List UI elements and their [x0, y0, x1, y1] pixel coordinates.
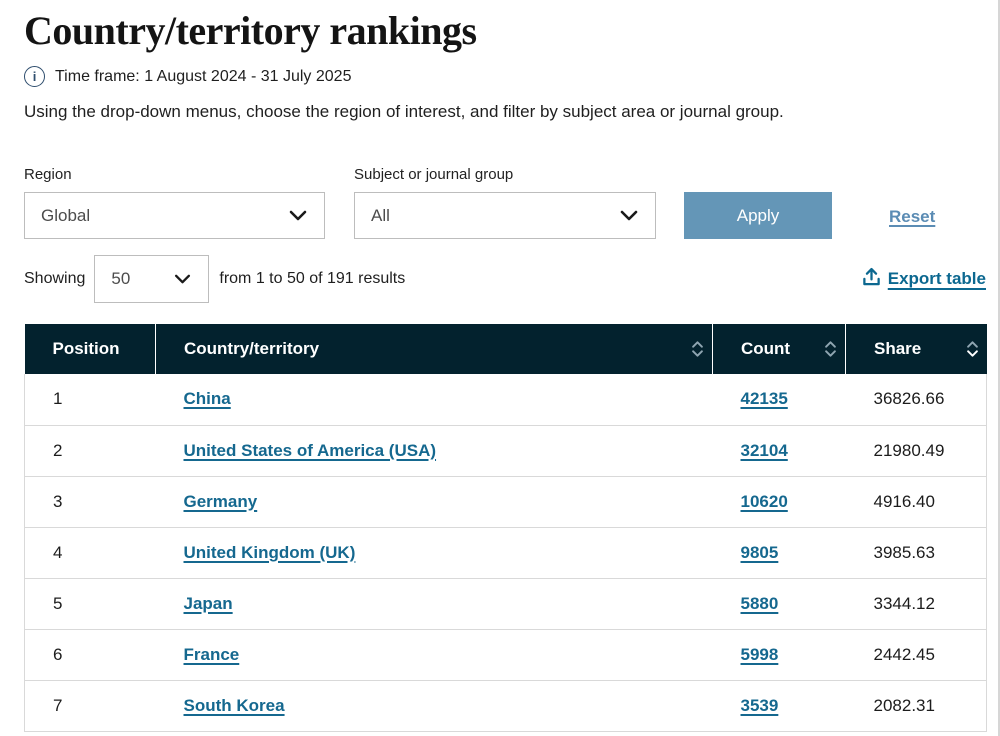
region-label: Region: [24, 166, 72, 183]
country-link[interactable]: United Kingdom (UK): [183, 542, 356, 562]
chevron-down-icon: [620, 206, 638, 226]
country-cell: United States of America (USA): [155, 425, 713, 477]
table-row: 6 France 5998 2442.45: [24, 629, 987, 681]
table-body: 1 China 42135 36826.66 2 United States of Ame…: [24, 374, 987, 732]
count-cell: 3539: [712, 680, 846, 732]
count-link[interactable]: 5880: [740, 593, 779, 613]
count-link[interactable]: 5998: [740, 644, 779, 664]
page-description: Using the drop-down menus, choose the re…: [24, 102, 784, 121]
sort-button-count[interactable]: [823, 337, 838, 361]
position-cell: 4: [24, 527, 156, 579]
region-filter-group: Region Global: [24, 166, 325, 239]
page-right-edge: [998, 0, 1000, 736]
table-row: 1 China 42135 36826.66: [24, 374, 987, 426]
column-header-position: Position: [24, 324, 156, 374]
subject-filter-group: Subject or journal group All: [354, 166, 656, 239]
reset-link[interactable]: Reset: [889, 207, 936, 226]
page-title: Country/territory rankings: [24, 8, 477, 53]
position-cell: 6: [24, 629, 156, 681]
table-row: 7 South Korea 3539 2082.31: [24, 680, 987, 732]
export-icon: [862, 267, 881, 292]
country-cell: Japan: [155, 578, 713, 630]
share-cell: 2442.45: [845, 629, 987, 681]
share-cell: 3344.12: [845, 578, 987, 630]
position-cell: 7: [24, 680, 156, 732]
sort-button-country[interactable]: [690, 337, 705, 361]
count-link[interactable]: 9805: [740, 542, 779, 562]
count-cell: 9805: [712, 527, 846, 579]
share-cell: 4916.40: [845, 476, 987, 528]
share-cell: 36826.66: [845, 374, 987, 426]
share-cell: 2082.31: [845, 680, 987, 732]
country-link[interactable]: France: [183, 644, 240, 664]
count-link[interactable]: 42135: [740, 389, 788, 409]
count-link[interactable]: 3539: [740, 695, 779, 715]
count-link[interactable]: 10620: [740, 491, 788, 511]
position-cell: 1: [24, 374, 156, 426]
export-table-link[interactable]: Export table: [862, 267, 986, 292]
position-cell: 2: [24, 425, 156, 477]
count-cell: 42135: [712, 374, 846, 426]
column-header-country: Country/territory: [155, 324, 713, 374]
country-link[interactable]: South Korea: [183, 695, 285, 715]
subject-select-value: All: [371, 205, 390, 225]
table-row: 2 United States of America (USA) 32104 2198…: [24, 425, 987, 477]
country-cell: China: [155, 374, 713, 426]
country-cell: South Korea: [155, 680, 713, 732]
share-cell: 3985.63: [845, 527, 987, 579]
subject-select[interactable]: All: [354, 192, 656, 239]
table-row: 5 Japan 5880 3344.12: [24, 578, 987, 630]
page-size-value: 50: [111, 269, 131, 288]
results-range-text: from 1 to 50 of 191 results: [219, 270, 406, 287]
region-select[interactable]: Global: [24, 192, 325, 239]
page-size-select[interactable]: 50: [94, 255, 210, 303]
table-header-row: Position Country/territory Count: [24, 324, 987, 374]
info-icon[interactable]: i: [24, 66, 45, 87]
results-bar: Showing 50 from 1 to 50 of 191 results E…: [24, 255, 986, 303]
count-cell: 5998: [712, 629, 846, 681]
apply-button[interactable]: Apply: [684, 192, 832, 239]
region-select-value: Global: [41, 205, 91, 225]
subject-label: Subject or journal group: [354, 166, 514, 183]
share-cell: 21980.49: [845, 425, 987, 477]
chevron-down-icon: [174, 269, 191, 289]
country-cell: United Kingdom (UK): [155, 527, 713, 579]
filters-row: Region Global Subject or journal group A…: [24, 166, 986, 239]
rankings-table: Position Country/territory Count: [24, 324, 987, 732]
count-cell: 32104: [712, 425, 846, 477]
time-frame-text: Time frame: 1 August 2024 - 31 July 2025: [55, 67, 352, 85]
column-header-count: Count: [712, 324, 846, 374]
country-cell: France: [155, 629, 713, 681]
country-cell: Germany: [155, 476, 713, 528]
time-frame-row: i Time frame: 1 August 2024 - 31 July 20…: [24, 66, 986, 87]
table-row: 3 Germany 10620 4916.40: [24, 476, 987, 528]
country-link[interactable]: China: [183, 389, 231, 409]
position-cell: 5: [24, 578, 156, 630]
count-link[interactable]: 32104: [740, 440, 788, 460]
count-cell: 10620: [712, 476, 846, 528]
position-cell: 3: [24, 476, 156, 528]
column-header-share: Share: [845, 324, 987, 374]
country-link[interactable]: United States of America (USA): [183, 440, 437, 460]
country-link[interactable]: Japan: [183, 593, 233, 613]
chevron-down-icon: [289, 206, 307, 226]
sort-button-share[interactable]: [965, 337, 980, 361]
table-row: 4 United Kingdom (UK) 9805 3985.63: [24, 527, 987, 579]
results-left: Showing 50 from 1 to 50 of 191 results: [24, 255, 405, 303]
count-cell: 5880: [712, 578, 846, 630]
country-link[interactable]: Germany: [183, 491, 258, 511]
showing-label: Showing: [24, 270, 86, 287]
export-label: Export table: [887, 269, 986, 288]
